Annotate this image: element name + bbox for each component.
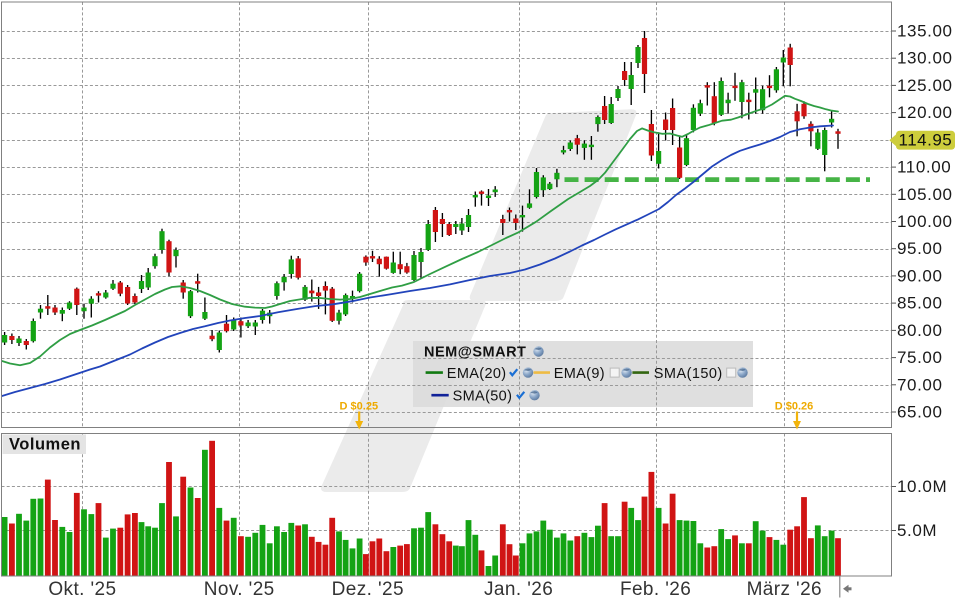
svg-text:114.95: 114.95 bbox=[899, 130, 953, 149]
svg-text:75.00: 75.00 bbox=[897, 348, 943, 367]
svg-text:135.00: 135.00 bbox=[897, 22, 953, 41]
svg-text:5.0M: 5.0M bbox=[897, 521, 937, 540]
svg-text:110.00: 110.00 bbox=[897, 158, 951, 177]
svg-text:70.00: 70.00 bbox=[897, 375, 943, 394]
svg-text:65.00: 65.00 bbox=[897, 403, 943, 422]
svg-text:März '26: März '26 bbox=[747, 579, 822, 600]
svg-text:Jan. '26: Jan. '26 bbox=[484, 579, 553, 600]
svg-text:85.00: 85.00 bbox=[897, 294, 943, 313]
svg-text:Feb. '26: Feb. '26 bbox=[620, 579, 691, 600]
svg-text:Nov. '25: Nov. '25 bbox=[204, 579, 275, 600]
svg-text:Volumen: Volumen bbox=[9, 436, 81, 454]
svg-text:SMA(50): SMA(50) bbox=[453, 389, 513, 405]
svg-text:Okt. '25: Okt. '25 bbox=[48, 579, 116, 600]
svg-text:EMA(20): EMA(20) bbox=[447, 366, 507, 382]
svg-text:120.00: 120.00 bbox=[897, 103, 953, 122]
svg-text:EMA(9): EMA(9) bbox=[554, 366, 605, 382]
svg-text:80.00: 80.00 bbox=[897, 321, 943, 340]
svg-text:D $0.26: D $0.26 bbox=[775, 401, 814, 413]
svg-text:Dez. '25: Dez. '25 bbox=[332, 579, 404, 600]
svg-text:D $0.25: D $0.25 bbox=[340, 401, 379, 413]
svg-text:10.0M: 10.0M bbox=[897, 477, 947, 496]
svg-text:90.00: 90.00 bbox=[897, 266, 943, 285]
svg-text:100.00: 100.00 bbox=[897, 212, 953, 231]
svg-text:NEM@SMART: NEM@SMART bbox=[424, 345, 526, 361]
svg-text:130.00: 130.00 bbox=[897, 49, 953, 68]
svg-text:95.00: 95.00 bbox=[897, 239, 943, 258]
svg-text:SMA(150): SMA(150) bbox=[654, 366, 723, 382]
svg-text:105.00: 105.00 bbox=[897, 185, 953, 204]
svg-text:125.00: 125.00 bbox=[897, 76, 953, 95]
